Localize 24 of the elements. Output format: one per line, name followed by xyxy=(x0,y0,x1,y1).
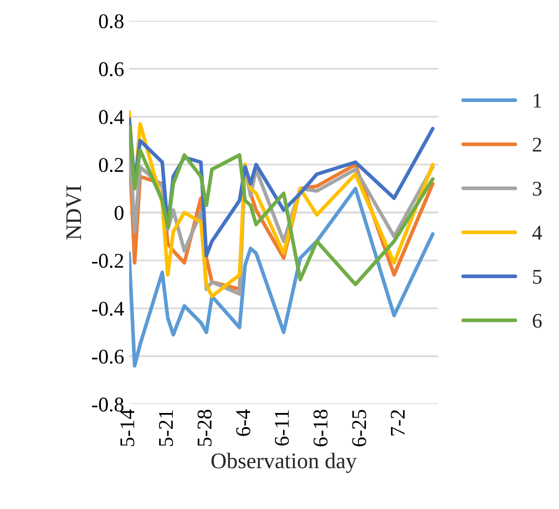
x-axis-title: Observation day xyxy=(211,452,357,473)
x-tick-label: 6-4 xyxy=(236,409,250,436)
y-tick-label: 0.8 xyxy=(99,14,124,28)
y-tick-label: 0 xyxy=(114,206,124,220)
y-tick-label: -0.2 xyxy=(92,254,124,268)
legend-label: 3 xyxy=(532,182,542,196)
y-tick-label: 0.4 xyxy=(99,110,124,124)
y-axis-title: NDVI xyxy=(66,186,82,240)
y-tick-label: -0.4 xyxy=(92,302,124,316)
x-tick-label: 7-2 xyxy=(390,410,405,436)
legend-label: 5 xyxy=(533,270,542,284)
x-tick-label: 5-21 xyxy=(158,410,173,446)
legend-label: 2 xyxy=(532,138,542,152)
y-tick-label: 0.2 xyxy=(99,158,124,172)
y-tick-label: 0.6 xyxy=(99,62,124,76)
x-tick-label: 5-28 xyxy=(198,410,212,446)
x-tick-label: 6-18 xyxy=(313,410,328,446)
legend-label: 1 xyxy=(534,94,542,108)
x-tick-label: 6-25 xyxy=(352,410,366,446)
line-series xyxy=(129,186,435,368)
legend-label: 6 xyxy=(532,314,542,328)
legend-label: 4 xyxy=(532,226,542,240)
x-tick-label: 6-11 xyxy=(274,410,289,446)
y-tick-label: -0.6 xyxy=(92,350,124,364)
